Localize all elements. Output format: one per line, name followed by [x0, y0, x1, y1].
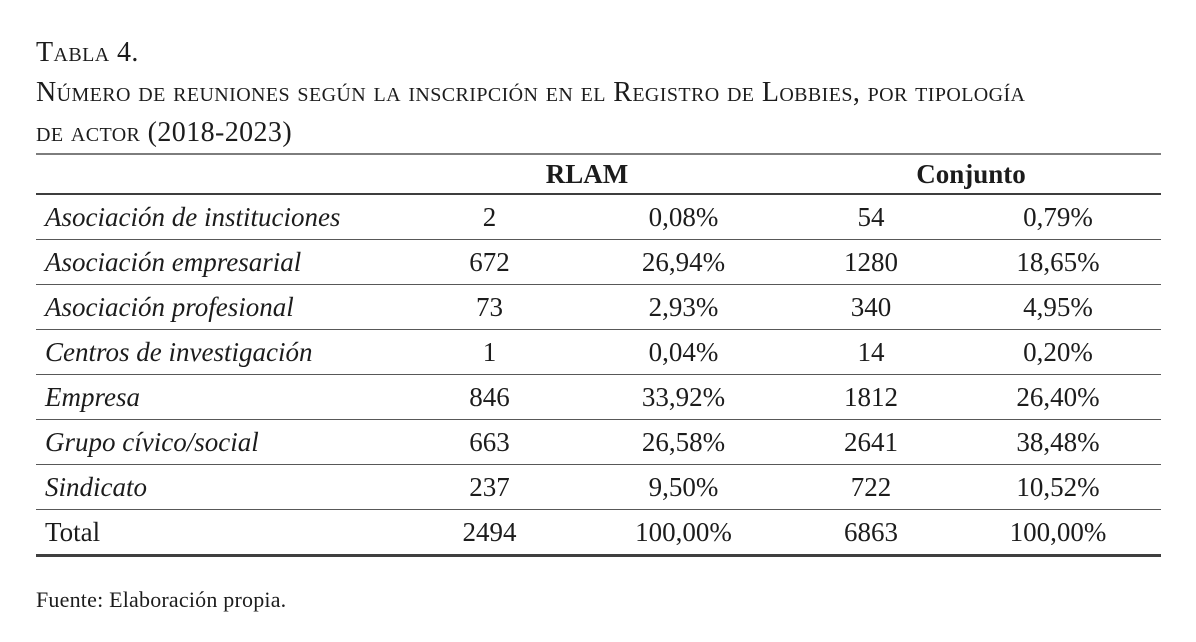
- conjunto-percent: 0,20%: [981, 329, 1161, 375]
- meetings-by-actor-table: RLAM Conjunto Asociación de institucione…: [36, 153, 1161, 557]
- rlam-percent: 26,58%: [586, 419, 781, 465]
- table-row: Asociación de instituciones 2 0,08% 54 0…: [36, 194, 1161, 240]
- table-title-line-1: Número de reuniones según la inscripción…: [36, 77, 1026, 108]
- actor-label: Asociación de instituciones: [36, 194, 393, 240]
- rlam-percent: 0,08%: [586, 194, 781, 240]
- table-row: Sindicato 237 9,50% 722 10,52%: [36, 464, 1161, 510]
- conjunto-count: 722: [781, 464, 981, 510]
- header-row: RLAM Conjunto: [36, 153, 1161, 195]
- table-row: Asociación empresarial 672 26,94% 1280 1…: [36, 239, 1161, 285]
- table-title-line-2: de actor (2018-2023): [36, 117, 293, 148]
- conjunto-group-header: Conjunto: [781, 153, 1161, 195]
- rlam-total-percent: 100,00%: [586, 509, 781, 557]
- rlam-percent: 9,50%: [586, 464, 781, 510]
- actor-column-header: [36, 153, 393, 195]
- table-caption: Tabla 4. Número de reuniones según la in…: [36, 33, 1161, 153]
- total-label: Total: [36, 509, 393, 557]
- conjunto-percent: 18,65%: [981, 239, 1161, 285]
- conjunto-percent: 10,52%: [981, 464, 1161, 510]
- rlam-percent: 26,94%: [586, 239, 781, 285]
- conjunto-count: 1812: [781, 374, 981, 420]
- conjunto-percent: 38,48%: [981, 419, 1161, 465]
- table-row: Centros de investigación 1 0,04% 14 0,20…: [36, 329, 1161, 375]
- rlam-total-count: 2494: [393, 509, 586, 557]
- actor-label: Grupo cívico/social: [36, 419, 393, 465]
- actor-label: Asociación empresarial: [36, 239, 393, 285]
- rlam-percent: 2,93%: [586, 284, 781, 330]
- rlam-count: 663: [393, 419, 586, 465]
- total-row: Total 2494 100,00% 6863 100,00%: [36, 509, 1161, 557]
- table-row: Grupo cívico/social 663 26,58% 2641 38,4…: [36, 419, 1161, 465]
- rlam-count: 2: [393, 194, 586, 240]
- rlam-group-header: RLAM: [393, 153, 781, 195]
- source-note: Fuente: Elaboración propia.: [36, 587, 287, 612]
- rlam-count: 672: [393, 239, 586, 285]
- conjunto-count: 340: [781, 284, 981, 330]
- conjunto-count: 2641: [781, 419, 981, 465]
- rlam-count: 1: [393, 329, 586, 375]
- conjunto-count: 1280: [781, 239, 981, 285]
- rlam-count: 73: [393, 284, 586, 330]
- table-row: Empresa 846 33,92% 1812 26,40%: [36, 374, 1161, 420]
- conjunto-total-count: 6863: [781, 509, 981, 557]
- table-number: Tabla 4.: [36, 37, 139, 68]
- conjunto-count: 14: [781, 329, 981, 375]
- conjunto-total-percent: 100,00%: [981, 509, 1161, 557]
- rlam-count: 237: [393, 464, 586, 510]
- actor-label: Empresa: [36, 374, 393, 420]
- conjunto-percent: 4,95%: [981, 284, 1161, 330]
- actor-label: Centros de investigación: [36, 329, 393, 375]
- conjunto-count: 54: [781, 194, 981, 240]
- conjunto-percent: 26,40%: [981, 374, 1161, 420]
- rlam-count: 846: [393, 374, 586, 420]
- actor-label: Sindicato: [36, 464, 393, 510]
- rlam-percent: 33,92%: [586, 374, 781, 420]
- rlam-percent: 0,04%: [586, 329, 781, 375]
- conjunto-percent: 0,79%: [981, 194, 1161, 240]
- actor-label: Asociación profesional: [36, 284, 393, 330]
- table-row: Asociación profesional 73 2,93% 340 4,95…: [36, 284, 1161, 330]
